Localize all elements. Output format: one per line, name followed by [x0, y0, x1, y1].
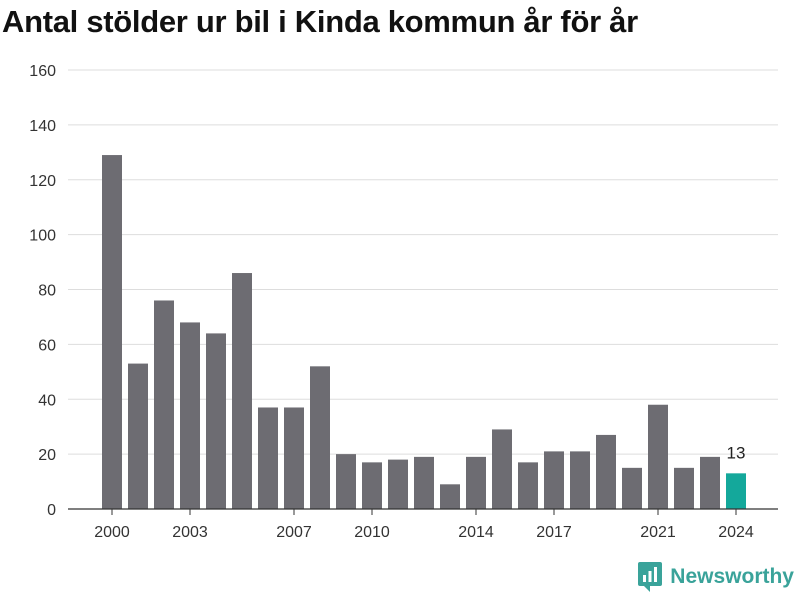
- brand-name: Newsworthy: [670, 565, 794, 588]
- bar-2000: [102, 155, 122, 509]
- bar-2016: [518, 462, 538, 509]
- bar-2005: [232, 273, 252, 509]
- data-labels: 13: [727, 443, 746, 462]
- bar-2024: [726, 473, 746, 509]
- bar-2001: [128, 363, 148, 509]
- x-tick-label: 2007: [276, 524, 312, 541]
- bar-2020: [622, 467, 642, 509]
- x-tick-label: 2014: [458, 524, 494, 541]
- y-tick-label: 100: [29, 228, 56, 245]
- bar-2006: [258, 407, 278, 509]
- x-tick-label: 2003: [172, 524, 208, 541]
- x-tick-label: 2000: [94, 524, 130, 541]
- bar-2015: [492, 429, 512, 509]
- y-tick-label: 140: [29, 118, 56, 135]
- x-axis-ticks: 2000 2003 2007 2010 2014 2017 2021 2024: [94, 509, 754, 541]
- bar-2019: [596, 434, 616, 509]
- bar-2013: [440, 484, 460, 509]
- x-tick-label: 2021: [640, 524, 676, 541]
- y-tick-label: 20: [38, 447, 56, 464]
- y-tick-label: 0: [47, 502, 56, 519]
- data-label-highlight: 13: [727, 443, 746, 462]
- x-tick-label: 2024: [718, 524, 754, 541]
- bar-2022: [674, 467, 694, 509]
- bar-2007: [284, 407, 304, 509]
- y-tick-label: 40: [38, 392, 56, 409]
- bar-2017: [544, 451, 564, 509]
- bar-2018: [570, 451, 590, 509]
- bar-2021: [648, 404, 668, 509]
- gridlines: [68, 69, 778, 455]
- y-tick-label: 80: [38, 283, 56, 300]
- x-tick-label: 2017: [536, 524, 572, 541]
- bar-2002: [154, 300, 174, 509]
- bar-2014: [466, 456, 486, 509]
- x-tick-label: 2010: [354, 524, 390, 541]
- bar-2008: [310, 366, 330, 509]
- bar-2009: [336, 454, 356, 509]
- y-tick-label: 60: [38, 337, 56, 354]
- bar-2012: [414, 456, 434, 509]
- bar-2010: [362, 462, 382, 509]
- y-axis-ticks: 0 20 40 60 80 100 120 140 160: [29, 63, 56, 519]
- y-tick-label: 120: [29, 173, 56, 190]
- bar-2011: [388, 459, 408, 509]
- chart-title: Antal stölder ur bil i Kinda kommun år f…: [2, 4, 638, 39]
- bars: [102, 155, 746, 509]
- newsworthy-logo-icon: [638, 562, 663, 592]
- bar-2004: [206, 333, 226, 509]
- brand-logo: Newsworthy: [638, 562, 794, 592]
- y-tick-label: 160: [29, 63, 56, 80]
- bar-2023: [700, 456, 720, 509]
- bar-2003: [180, 322, 200, 509]
